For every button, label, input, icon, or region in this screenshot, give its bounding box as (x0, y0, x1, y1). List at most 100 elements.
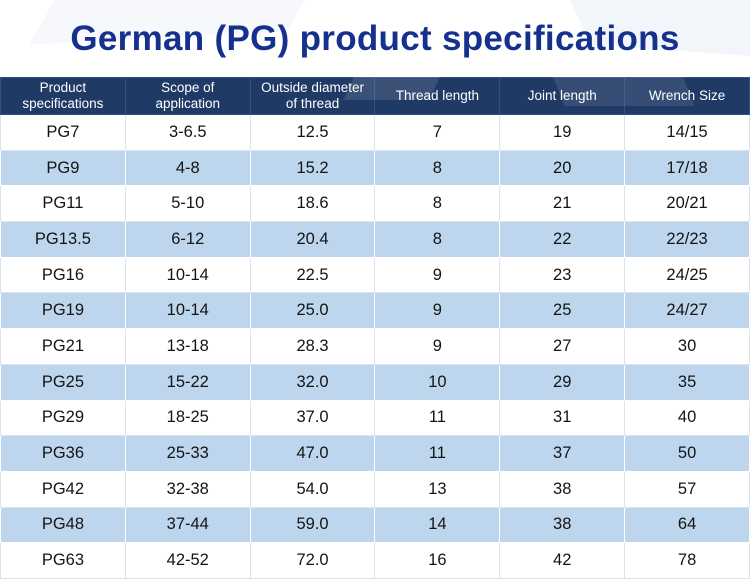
table-cell: 25.0 (249, 292, 376, 330)
table-cell: 24/27 (624, 292, 750, 330)
table-cell: 9 (374, 256, 501, 294)
table-cell: 24/25 (624, 256, 750, 294)
table-cell: PG25 (0, 363, 126, 401)
table-cell: 37.0 (249, 399, 376, 437)
table-cell: 12.5 (249, 114, 376, 151)
header-thread-length: Thread length (374, 77, 501, 115)
table-cell: PG63 (0, 542, 126, 579)
table-row: PG19 10-14 25.0 9 25 24/27 (0, 292, 750, 330)
table-cell: PG21 (0, 328, 126, 365)
table-cell: 29 (499, 363, 626, 401)
table-row: PG42 32-38 54.0 13 38 57 (0, 470, 750, 508)
table-head: Product specifications Scope of applicat… (0, 77, 750, 115)
table-row: PG36 25-33 47.0 11 37 50 (0, 435, 750, 472)
table-cell: 35 (624, 363, 750, 401)
table-cell: 78 (624, 542, 750, 579)
table-cell: 42 (499, 542, 626, 579)
table-cell: PG42 (0, 470, 126, 508)
table-cell: 15-22 (124, 363, 251, 401)
table-cell: 6-12 (124, 221, 251, 258)
table-cell: 7 (374, 114, 501, 151)
table-cell: 4-8 (124, 149, 251, 187)
table-row: PG16 10-14 22.5 9 23 24/25 (0, 256, 750, 294)
table-cell: PG11 (0, 185, 126, 223)
spec-table: Product specifications Scope of applicat… (0, 77, 750, 579)
table-cell: 8 (374, 221, 501, 258)
table-row: PG25 15-22 32.0 10 29 35 (0, 363, 750, 401)
table-cell: PG16 (0, 256, 126, 294)
table-cell: 64 (624, 506, 750, 544)
table-cell: 32-38 (124, 470, 251, 508)
table-row: PG29 18-25 37.0 11 31 40 (0, 399, 750, 437)
table-cell: 38 (499, 470, 626, 508)
table-row: PG9 4-8 15.2 8 20 17/18 (0, 149, 750, 187)
header-product-specifications: Product specifications (0, 77, 126, 115)
table-cell: 23 (499, 256, 626, 294)
table-cell: 20.4 (249, 221, 376, 258)
table-cell: 42-52 (124, 542, 251, 579)
table-cell: 59.0 (249, 506, 376, 544)
table-cell: 22/23 (624, 221, 750, 258)
page-title: German (PG) product specifications (70, 18, 680, 58)
table-row: PG63 42-52 72.0 16 42 78 (0, 542, 750, 579)
table-cell: 10-14 (124, 292, 251, 330)
table-cell: 10 (374, 363, 501, 401)
table-cell: 31 (499, 399, 626, 437)
table-cell: 38 (499, 506, 626, 544)
table-cell: 16 (374, 542, 501, 579)
header-scope-of-application: Scope of application (124, 77, 251, 115)
table-cell: 13 (374, 470, 501, 508)
table-row: PG7 3-6.5 12.5 7 19 14/15 (0, 114, 750, 151)
table-cell: 9 (374, 292, 501, 330)
table-cell: 28.3 (249, 328, 376, 365)
table-cell: 72.0 (249, 542, 376, 579)
table-cell: 9 (374, 328, 501, 365)
header-wrench-size: Wrench Size (624, 77, 750, 115)
table-cell: 20/21 (624, 185, 750, 223)
table-row: PG11 5-10 18.6 8 21 20/21 (0, 185, 750, 223)
table-cell: 18-25 (124, 399, 251, 437)
table-cell: 37-44 (124, 506, 251, 544)
table-cell: 22.5 (249, 256, 376, 294)
table-row: PG21 13-18 28.3 9 27 30 (0, 328, 750, 365)
table-cell: 25 (499, 292, 626, 330)
table-cell: 18.6 (249, 185, 376, 223)
table-cell: 32.0 (249, 363, 376, 401)
table-cell: 54.0 (249, 470, 376, 508)
table-cell: 11 (374, 435, 501, 472)
table-cell: 10-14 (124, 256, 251, 294)
table-cell: PG7 (0, 114, 126, 151)
table-header-row: Product specifications Scope of applicat… (0, 77, 750, 115)
table-cell: 30 (624, 328, 750, 365)
table-cell: 3-6.5 (124, 114, 251, 151)
header-joint-length: Joint length (499, 77, 626, 115)
table-cell: 50 (624, 435, 750, 472)
table-cell: 21 (499, 185, 626, 223)
table-cell: 8 (374, 149, 501, 187)
table-cell: 14/15 (624, 114, 750, 151)
table-cell: 22 (499, 221, 626, 258)
table-cell: 27 (499, 328, 626, 365)
table-cell: 40 (624, 399, 750, 437)
table-cell: 15.2 (249, 149, 376, 187)
table-cell: PG19 (0, 292, 126, 330)
table-row: PG48 37-44 59.0 14 38 64 (0, 506, 750, 544)
header-outside-diameter-of-thread: Outside diameter of thread (249, 77, 376, 115)
table-cell: PG13.5 (0, 221, 126, 258)
table-cell: 47.0 (249, 435, 376, 472)
table-cell: 17/18 (624, 149, 750, 187)
table-cell: PG29 (0, 399, 126, 437)
table-cell: 57 (624, 470, 750, 508)
table-cell: 13-18 (124, 328, 251, 365)
table-cell: PG9 (0, 149, 126, 187)
table-cell: 8 (374, 185, 501, 223)
table-row: PG13.5 6-12 20.4 8 22 22/23 (0, 221, 750, 258)
title-band: German (PG) product specifications (0, 0, 750, 77)
table-cell: 19 (499, 114, 626, 151)
table-cell: 25-33 (124, 435, 251, 472)
table-cell: 37 (499, 435, 626, 472)
table-cell: 14 (374, 506, 501, 544)
table-body: PG7 3-6.5 12.5 7 19 14/15 PG9 4-8 15.2 8 20 17/18 PG… (0, 114, 750, 579)
table-cell: PG36 (0, 435, 126, 472)
table-cell: 11 (374, 399, 501, 437)
